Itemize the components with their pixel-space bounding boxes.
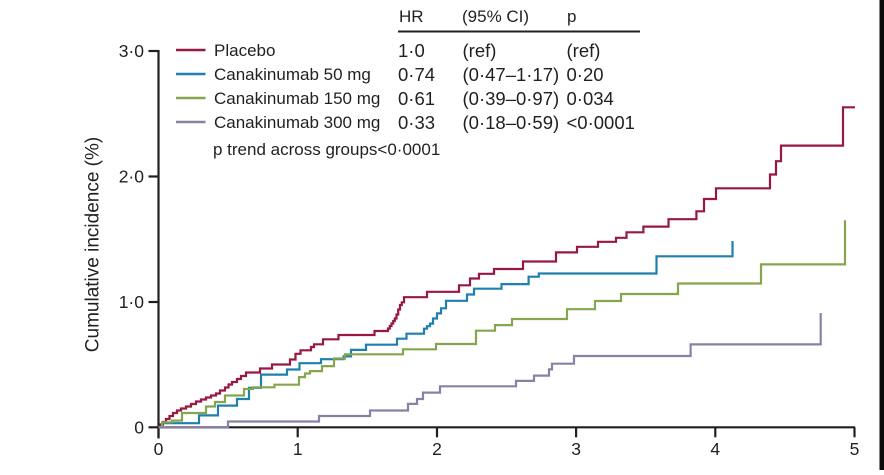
svg-text:HR: HR (399, 7, 424, 26)
svg-text:(ref): (ref) (567, 40, 601, 61)
svg-text:3: 3 (571, 439, 581, 459)
svg-text:p: p (567, 7, 576, 26)
svg-text:Canakinumab 150 mg: Canakinumab 150 mg (214, 89, 380, 108)
svg-text:0·20: 0·20 (567, 64, 604, 85)
svg-text:4: 4 (710, 439, 720, 459)
svg-text:1·0: 1·0 (398, 40, 425, 61)
svg-text:<0·0001: <0·0001 (567, 112, 635, 133)
svg-text:p trend across groups<0·0001: p trend across groups<0·0001 (213, 140, 440, 159)
svg-text:(0·47–1·17): (0·47–1·17) (463, 64, 560, 85)
svg-text:0·61: 0·61 (398, 88, 435, 109)
svg-text:Canakinumab 50 mg: Canakinumab 50 mg (214, 65, 371, 84)
svg-text:(95% CI): (95% CI) (462, 7, 529, 26)
svg-text:Cumulative incidence (%): Cumulative incidence (%) (83, 137, 104, 352)
svg-text:(0·18–0·59): (0·18–0·59) (463, 112, 560, 133)
svg-text:5: 5 (850, 439, 860, 459)
svg-text:2: 2 (432, 439, 442, 459)
svg-text:(ref): (ref) (463, 40, 497, 61)
svg-text:(0·39–0·97): (0·39–0·97) (463, 88, 560, 109)
svg-text:0·034: 0·034 (567, 88, 614, 109)
svg-text:3·0: 3·0 (119, 41, 145, 61)
svg-text:0·33: 0·33 (398, 112, 435, 133)
svg-text:0: 0 (154, 439, 164, 459)
svg-text:1: 1 (293, 439, 303, 459)
svg-text:Placebo: Placebo (214, 41, 275, 60)
svg-text:1·0: 1·0 (119, 292, 145, 312)
svg-text:0·74: 0·74 (398, 64, 435, 85)
svg-text:2·0: 2·0 (119, 167, 145, 187)
svg-text:Canakinumab 300 mg: Canakinumab 300 mg (214, 113, 380, 132)
svg-text:0: 0 (134, 417, 144, 437)
